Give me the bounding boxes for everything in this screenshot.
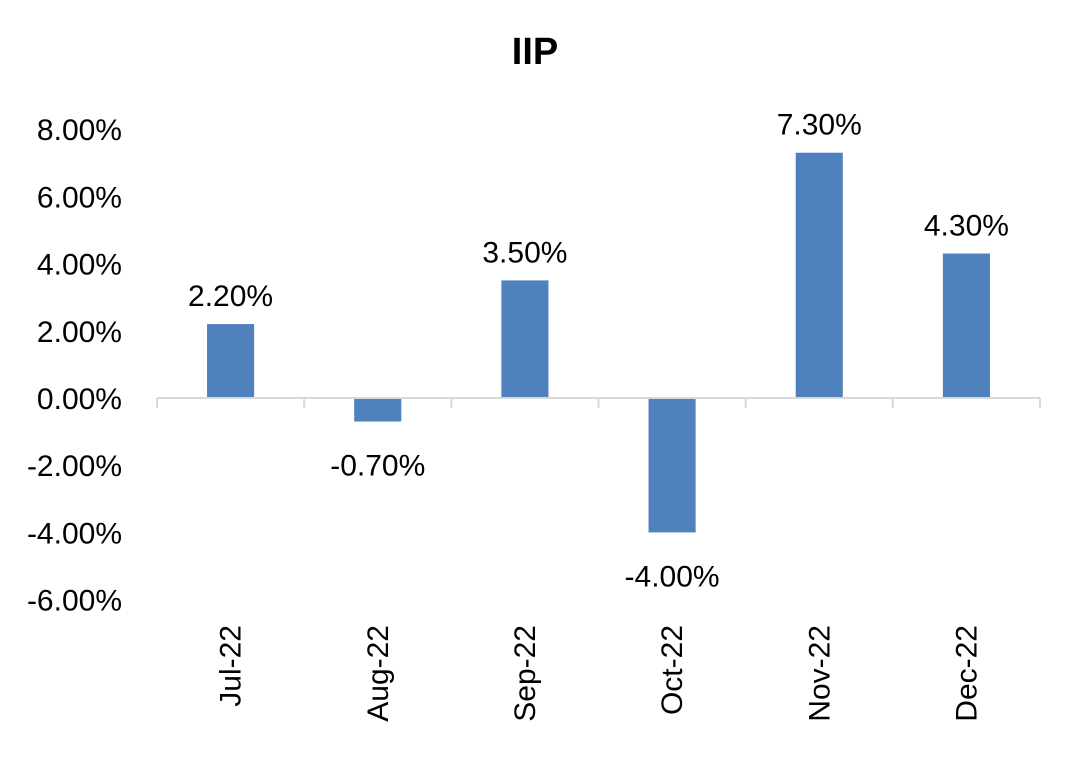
x-tick-label: Jul-22 bbox=[215, 625, 248, 707]
data-label: 3.50% bbox=[482, 236, 567, 269]
bar-aug-22 bbox=[354, 398, 402, 422]
data-label: -0.70% bbox=[330, 450, 425, 483]
y-tick-label: 4.00% bbox=[37, 249, 122, 282]
bar-sep-22 bbox=[501, 280, 549, 398]
x-tick-label: Sep-22 bbox=[509, 625, 542, 722]
x-tick-label: Nov-22 bbox=[803, 625, 836, 722]
x-axis: Jul-22 Aug-22 Sep-22 Oct-22 Nov-22 Dec-22 bbox=[156, 397, 1041, 722]
x-tick-label: Oct-22 bbox=[656, 625, 689, 715]
data-label: 7.30% bbox=[777, 109, 862, 142]
bar-oct-22 bbox=[648, 398, 696, 533]
bar-dec-22 bbox=[942, 253, 990, 398]
chart-title: IIP bbox=[512, 31, 558, 73]
x-tick-label: Aug-22 bbox=[362, 625, 395, 722]
bar-jul-22 bbox=[207, 324, 255, 398]
y-tick-label: 8.00% bbox=[37, 114, 122, 147]
y-axis: 8.00% 6.00% 4.00% 2.00% 0.00% -2.00% -4.00% -6.… bbox=[27, 114, 122, 617]
y-tick-label: -2.00% bbox=[27, 450, 122, 483]
data-label: 4.30% bbox=[924, 210, 1009, 243]
data-labels: 2.20% -0.70% 3.50% -4.00% 7.30% 4.30% bbox=[188, 109, 1009, 594]
data-label: -4.00% bbox=[625, 560, 720, 593]
bar-nov-22 bbox=[795, 152, 843, 398]
y-tick-label: 6.00% bbox=[37, 181, 122, 214]
y-tick-label: 2.00% bbox=[37, 316, 122, 349]
y-tick-label: -6.00% bbox=[27, 585, 122, 618]
bars bbox=[207, 152, 990, 533]
y-tick-label: -4.00% bbox=[27, 517, 122, 550]
y-tick-label: 0.00% bbox=[37, 383, 122, 416]
x-tick-label: Dec-22 bbox=[950, 625, 983, 722]
data-label: 2.20% bbox=[188, 280, 273, 313]
